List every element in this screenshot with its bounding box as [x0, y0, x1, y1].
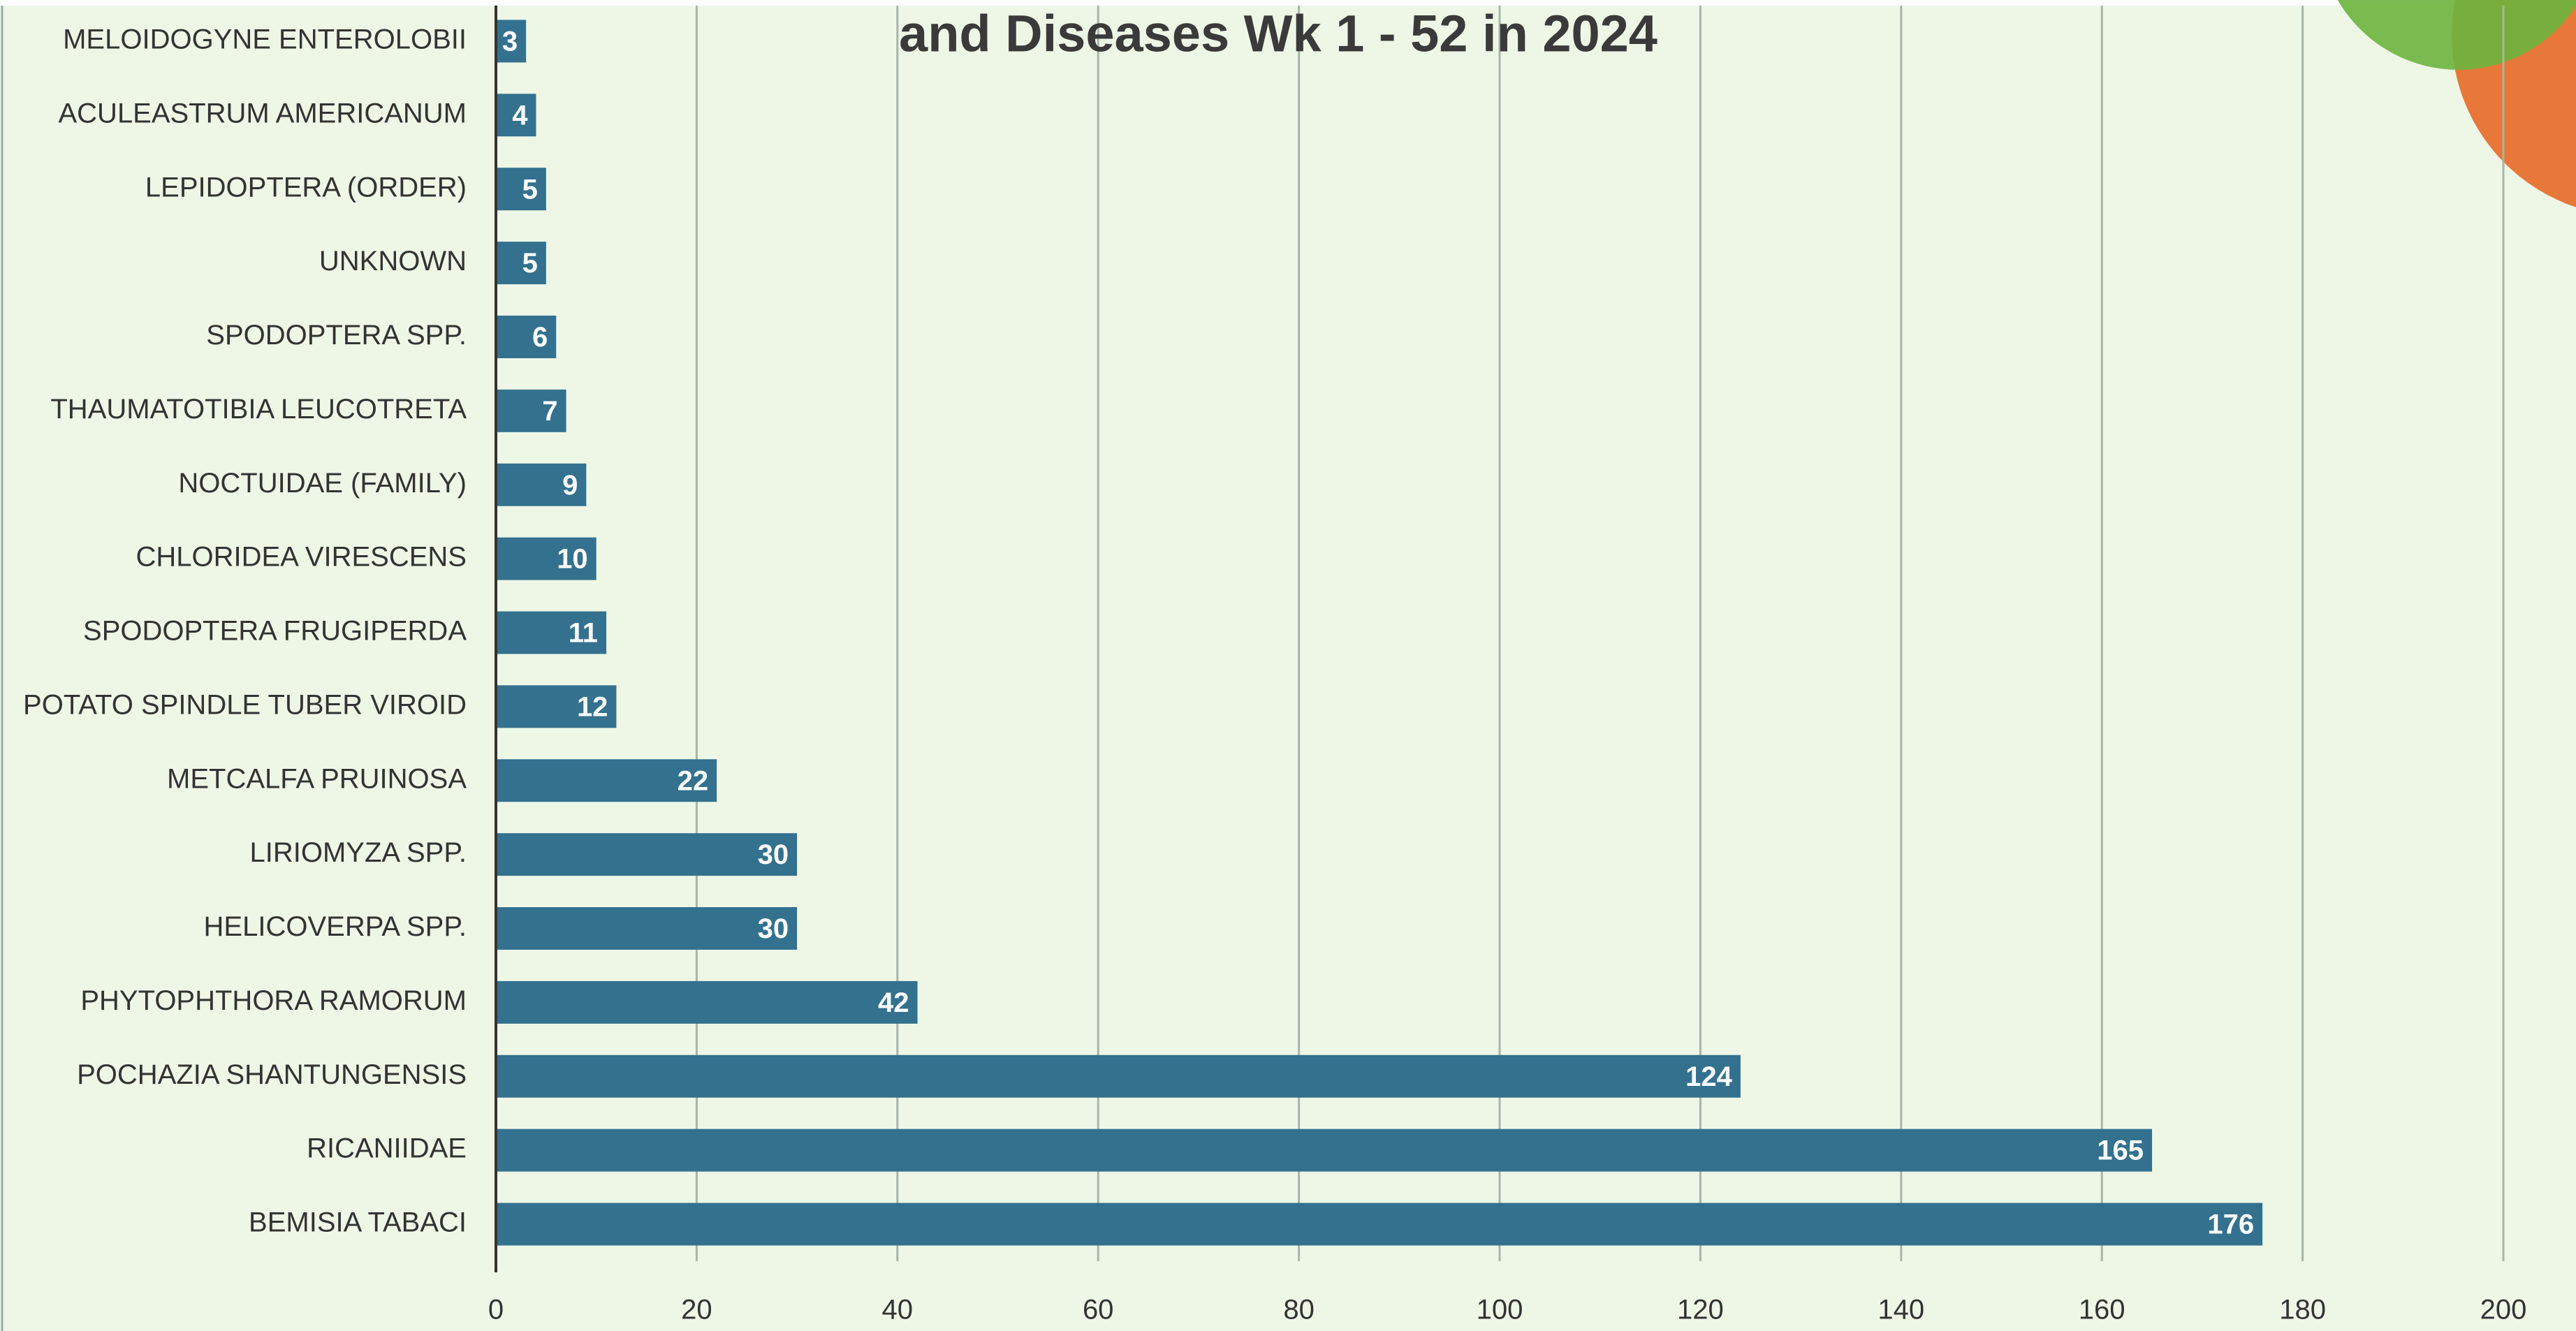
bar — [496, 1128, 2153, 1172]
y-tick-label: POTATO SPINDLE TUBER VIROID — [23, 689, 467, 720]
x-tick-label: 60 — [1083, 1295, 1114, 1325]
y-tick-label: RICANIIDAE — [307, 1133, 467, 1164]
x-tick-label: 120 — [1677, 1295, 1724, 1325]
data-label: 4 — [512, 100, 528, 131]
x-tick-label: 0 — [488, 1295, 504, 1325]
x-tick-label: 100 — [1477, 1295, 1523, 1325]
y-tick-label: METCALFA PRUINOSA — [167, 763, 467, 794]
y-tick-label: CHLORIDEA VIRESCENS — [136, 542, 467, 573]
y-tick-label: NOCTUIDAE (FAMILY) — [178, 468, 467, 499]
y-tick-label: MELOIDOGYNE ENTEROLOBII — [63, 24, 467, 55]
y-tick-label: ACULEASTRUM AMERICANUM — [58, 98, 467, 128]
x-tick-label: 180 — [2279, 1295, 2326, 1325]
bar — [496, 537, 597, 580]
bar — [496, 315, 557, 358]
y-tick-label: SPODOPTERA FRUGIPERDA — [83, 616, 467, 647]
background — [0, 6, 2576, 1331]
data-label: 42 — [878, 987, 909, 1018]
data-label: 5 — [522, 174, 538, 205]
data-label: 3 — [502, 27, 518, 57]
data-label: 124 — [1685, 1061, 1732, 1092]
data-label: 9 — [562, 470, 578, 501]
data-label: 5 — [522, 248, 538, 279]
data-label: 165 — [2097, 1135, 2144, 1166]
bar — [496, 1054, 1741, 1098]
x-tick-label: 200 — [2480, 1295, 2527, 1325]
data-label: 12 — [577, 691, 608, 722]
data-label: 6 — [532, 322, 548, 353]
bar — [496, 389, 566, 432]
bar — [496, 759, 717, 802]
bar — [496, 463, 587, 506]
x-tick-label: 20 — [681, 1295, 712, 1325]
data-label: 22 — [678, 765, 709, 796]
data-label: 11 — [569, 618, 598, 649]
x-tick-label: 140 — [1878, 1295, 1924, 1325]
y-tick-label: HELICOVERPA SPP. — [204, 911, 467, 942]
x-tick-label: 160 — [2079, 1295, 2125, 1325]
data-label: 30 — [758, 839, 789, 870]
bar — [496, 242, 546, 285]
chart-title: and Diseases Wk 1 - 52 in 2024 — [899, 5, 1657, 63]
y-tick-label: UNKNOWN — [319, 246, 467, 277]
x-tick-label: 80 — [1283, 1295, 1315, 1325]
bar — [496, 1203, 2263, 1246]
data-label: 7 — [542, 396, 557, 427]
data-label: 30 — [758, 913, 789, 944]
data-label: 10 — [557, 544, 588, 575]
y-tick-label: LIRIOMYZA SPP. — [250, 837, 467, 868]
x-tick-label: 40 — [882, 1295, 914, 1325]
y-tick-label: BEMISIA TABACI — [249, 1207, 467, 1238]
bar — [496, 611, 607, 654]
bar — [496, 980, 918, 1024]
decor-circle — [2337, 0, 2576, 70]
y-tick-label: LEPIDOPTERA (ORDER) — [145, 172, 467, 203]
bar — [496, 907, 798, 950]
bar — [496, 685, 617, 728]
y-tick-label: PHYTOPHTHORA RAMORUM — [80, 985, 467, 1016]
y-tick-label: THAUMATOTIBIA LEUCOTRETA — [50, 394, 467, 425]
y-tick-label: POCHAZIA SHANTUNGENSIS — [77, 1059, 467, 1090]
bar — [496, 94, 536, 137]
bar — [496, 20, 527, 63]
y-tick-label: SPODOPTERA SPP. — [206, 320, 467, 351]
data-label: 176 — [2207, 1209, 2254, 1240]
bar — [496, 168, 546, 211]
bar — [496, 833, 798, 876]
